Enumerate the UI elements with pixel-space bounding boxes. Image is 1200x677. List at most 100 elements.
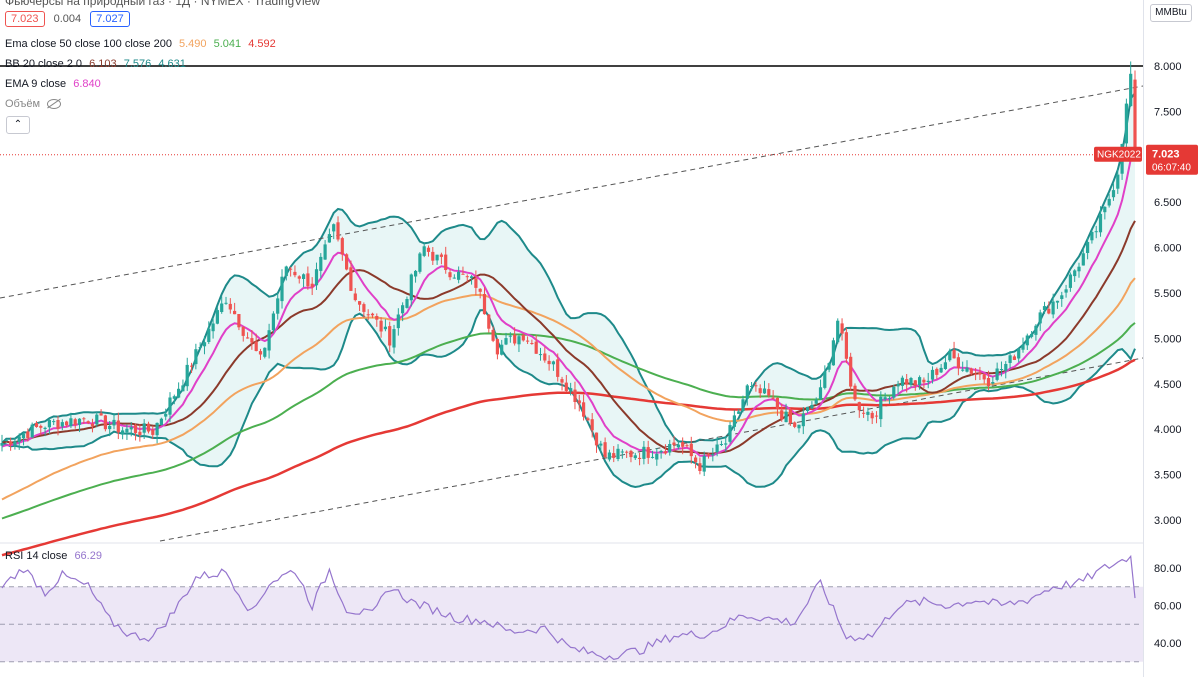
candle-body bbox=[310, 283, 314, 288]
candle-body bbox=[215, 310, 219, 324]
rsi-tick-label: 40.00 bbox=[1154, 638, 1182, 650]
candles bbox=[0, 61, 1137, 477]
candle-body bbox=[276, 298, 280, 314]
candle-body bbox=[482, 294, 487, 315]
bb-basis-value: 6.103 bbox=[89, 58, 117, 70]
ema-legend[interactable]: Ema close 50 close 100 close 200 5.490 5… bbox=[5, 38, 280, 50]
price-tag-value: 7.023 bbox=[1152, 149, 1180, 161]
volume-label: Объём bbox=[5, 98, 41, 110]
bb-legend[interactable]: BB 20 close 2 0 6.103 7.576 4.631 bbox=[5, 58, 190, 70]
candle-body bbox=[383, 326, 387, 330]
candle-body bbox=[280, 276, 284, 302]
candle-body bbox=[965, 367, 969, 372]
candle-body bbox=[258, 351, 263, 355]
moving-averages bbox=[1, 157, 1136, 557]
candle-body bbox=[116, 420, 120, 433]
rsi-legend[interactable]: RSI 14 close 66.29 bbox=[5, 550, 106, 562]
candle-body bbox=[905, 379, 909, 385]
candle-body bbox=[1124, 103, 1128, 144]
price-tick-label: 6.500 bbox=[1154, 197, 1182, 209]
bb-basis-line bbox=[1, 220, 1136, 455]
candle-body bbox=[612, 453, 616, 458]
candle-body bbox=[401, 305, 405, 314]
unit-button[interactable]: MMBtu bbox=[1150, 4, 1192, 22]
candle-body bbox=[121, 430, 125, 435]
candle-body bbox=[254, 341, 258, 351]
candle-body bbox=[823, 371, 827, 388]
candle-body bbox=[1133, 79, 1137, 155]
ask-box[interactable]: 7.027 bbox=[90, 11, 130, 27]
candle-body bbox=[857, 402, 861, 411]
candle-body bbox=[133, 424, 138, 434]
candle-body bbox=[866, 411, 870, 415]
candle-body bbox=[926, 380, 930, 382]
bid-box[interactable]: 7.023 bbox=[5, 11, 45, 27]
price-tick-label: 7.500 bbox=[1154, 106, 1182, 118]
candle-body bbox=[426, 247, 431, 252]
candle-body bbox=[207, 328, 211, 342]
candle-body bbox=[237, 314, 241, 328]
candle-body bbox=[943, 362, 947, 369]
candle-body bbox=[155, 422, 159, 436]
candle-body bbox=[21, 433, 26, 439]
candle-body bbox=[1060, 295, 1064, 299]
candle-body bbox=[241, 327, 245, 336]
candle-body bbox=[125, 428, 129, 433]
candle-body bbox=[556, 359, 560, 377]
symbol-tag-label: NGK2022 bbox=[1097, 150, 1141, 161]
candle-body bbox=[620, 451, 624, 453]
candle-body bbox=[1064, 289, 1068, 293]
candle-body bbox=[108, 425, 112, 430]
candle-body bbox=[508, 335, 512, 337]
candle-body bbox=[82, 418, 86, 420]
ema9-legend[interactable]: EMA 9 close 6.840 bbox=[5, 78, 105, 90]
candle-body bbox=[840, 323, 844, 334]
candle-body bbox=[233, 310, 237, 315]
candle-body bbox=[1081, 253, 1085, 266]
candle-body bbox=[26, 431, 30, 439]
candle-body bbox=[784, 411, 788, 423]
hidden-eye-icon[interactable] bbox=[47, 99, 62, 110]
candle-body bbox=[706, 453, 711, 456]
candle-body bbox=[263, 347, 267, 357]
candle-body bbox=[952, 349, 956, 359]
candle-body bbox=[1077, 266, 1081, 272]
candle-body bbox=[642, 446, 646, 459]
candle-body bbox=[151, 429, 155, 435]
candle-body bbox=[1034, 325, 1038, 335]
candle-body bbox=[780, 410, 784, 420]
candle-body bbox=[513, 334, 517, 344]
rsi-band bbox=[0, 542, 1143, 663]
candle-body bbox=[13, 441, 17, 446]
candle-body bbox=[1008, 355, 1012, 363]
price-tick-label: 6.000 bbox=[1154, 243, 1182, 255]
candle-body bbox=[1116, 174, 1120, 189]
candle-body bbox=[862, 412, 866, 414]
candle-body bbox=[190, 365, 194, 367]
candle-body bbox=[164, 413, 168, 417]
candle-body bbox=[594, 432, 599, 446]
candle-body bbox=[345, 254, 349, 270]
candle-body bbox=[681, 442, 685, 447]
candle-body bbox=[396, 314, 400, 329]
candle-body bbox=[853, 385, 857, 400]
candle-body bbox=[504, 338, 508, 345]
candle-body bbox=[1094, 231, 1098, 233]
candle-body bbox=[909, 378, 913, 385]
candle-body bbox=[767, 389, 771, 396]
candle-body bbox=[461, 273, 465, 275]
candle-body bbox=[874, 415, 879, 417]
candle-body bbox=[883, 397, 887, 400]
candle-body bbox=[1051, 301, 1055, 315]
trendline-upper bbox=[0, 85, 1144, 299]
candle-body bbox=[530, 343, 534, 344]
price-axis[interactable]: 8.0007.5007.0006.5006.0005.5005.0004.500… bbox=[1094, 0, 1198, 677]
candle-body bbox=[302, 274, 306, 279]
candle-body bbox=[745, 385, 749, 399]
candle-body bbox=[17, 436, 21, 443]
volume-legend[interactable]: Объём bbox=[5, 98, 62, 110]
candle-body bbox=[922, 379, 926, 383]
collapse-legend-button[interactable]: ⌃ bbox=[6, 116, 30, 134]
candle-body bbox=[750, 386, 754, 387]
